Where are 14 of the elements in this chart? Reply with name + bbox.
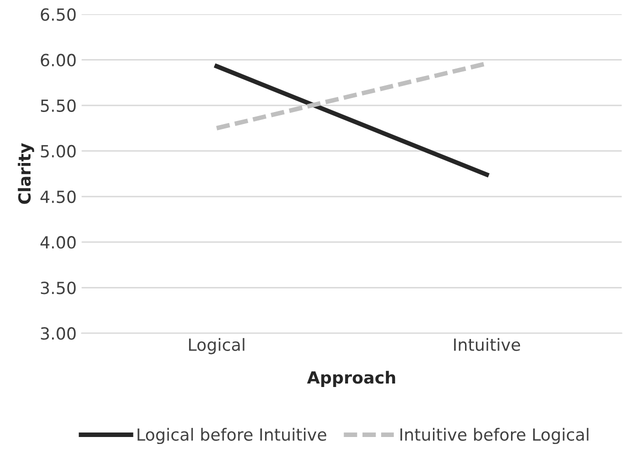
y-tick-label: 3.50 xyxy=(40,282,76,294)
x-tick-label: Logical xyxy=(189,338,244,354)
y-tick-label: 3.00 xyxy=(40,327,76,340)
x-axis-title: Approach xyxy=(307,370,396,387)
y-axis-title: Clarity xyxy=(18,143,34,204)
x-tick-label: Intuitive xyxy=(454,338,520,351)
y-tick-label: 5.50 xyxy=(40,99,76,112)
legend-label: Intuitive before Logical xyxy=(400,428,588,444)
y-tick-label: 6.50 xyxy=(40,8,76,21)
legend-label: Logical before Intuitive xyxy=(138,428,326,444)
y-tick-label: 6.00 xyxy=(40,54,76,66)
y-tick-label: 5.00 xyxy=(40,144,76,158)
y-tick-label: 4.00 xyxy=(40,236,76,249)
y-tick-label: 4.50 xyxy=(40,190,76,204)
